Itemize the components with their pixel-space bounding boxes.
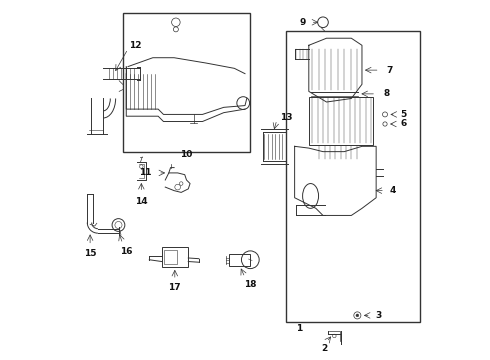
Bar [164, 250, 176, 264]
Text: 4: 4 [390, 186, 396, 195]
Text: 2: 2 [321, 344, 328, 353]
Bar [286, 31, 420, 322]
Text: 11: 11 [139, 168, 151, 177]
Text: 5: 5 [400, 110, 407, 119]
Text: 10: 10 [180, 150, 193, 159]
Text: 3: 3 [375, 311, 382, 320]
Text: 13: 13 [280, 113, 293, 122]
Text: 14: 14 [135, 197, 147, 206]
Text: 6: 6 [400, 120, 407, 129]
Bar [162, 247, 188, 267]
Bar [122, 13, 250, 152]
Text: 1: 1 [296, 324, 302, 333]
Text: 7: 7 [387, 66, 393, 75]
Text: 8: 8 [383, 89, 390, 98]
Text: 16: 16 [120, 247, 132, 256]
Text: 12: 12 [129, 41, 142, 50]
Text: 15: 15 [84, 249, 97, 258]
Text: 17: 17 [169, 283, 181, 292]
Circle shape [356, 314, 359, 317]
Text: 9: 9 [299, 18, 306, 27]
Bar [229, 254, 250, 266]
Text: 18: 18 [244, 280, 257, 289]
Bar [309, 97, 372, 145]
